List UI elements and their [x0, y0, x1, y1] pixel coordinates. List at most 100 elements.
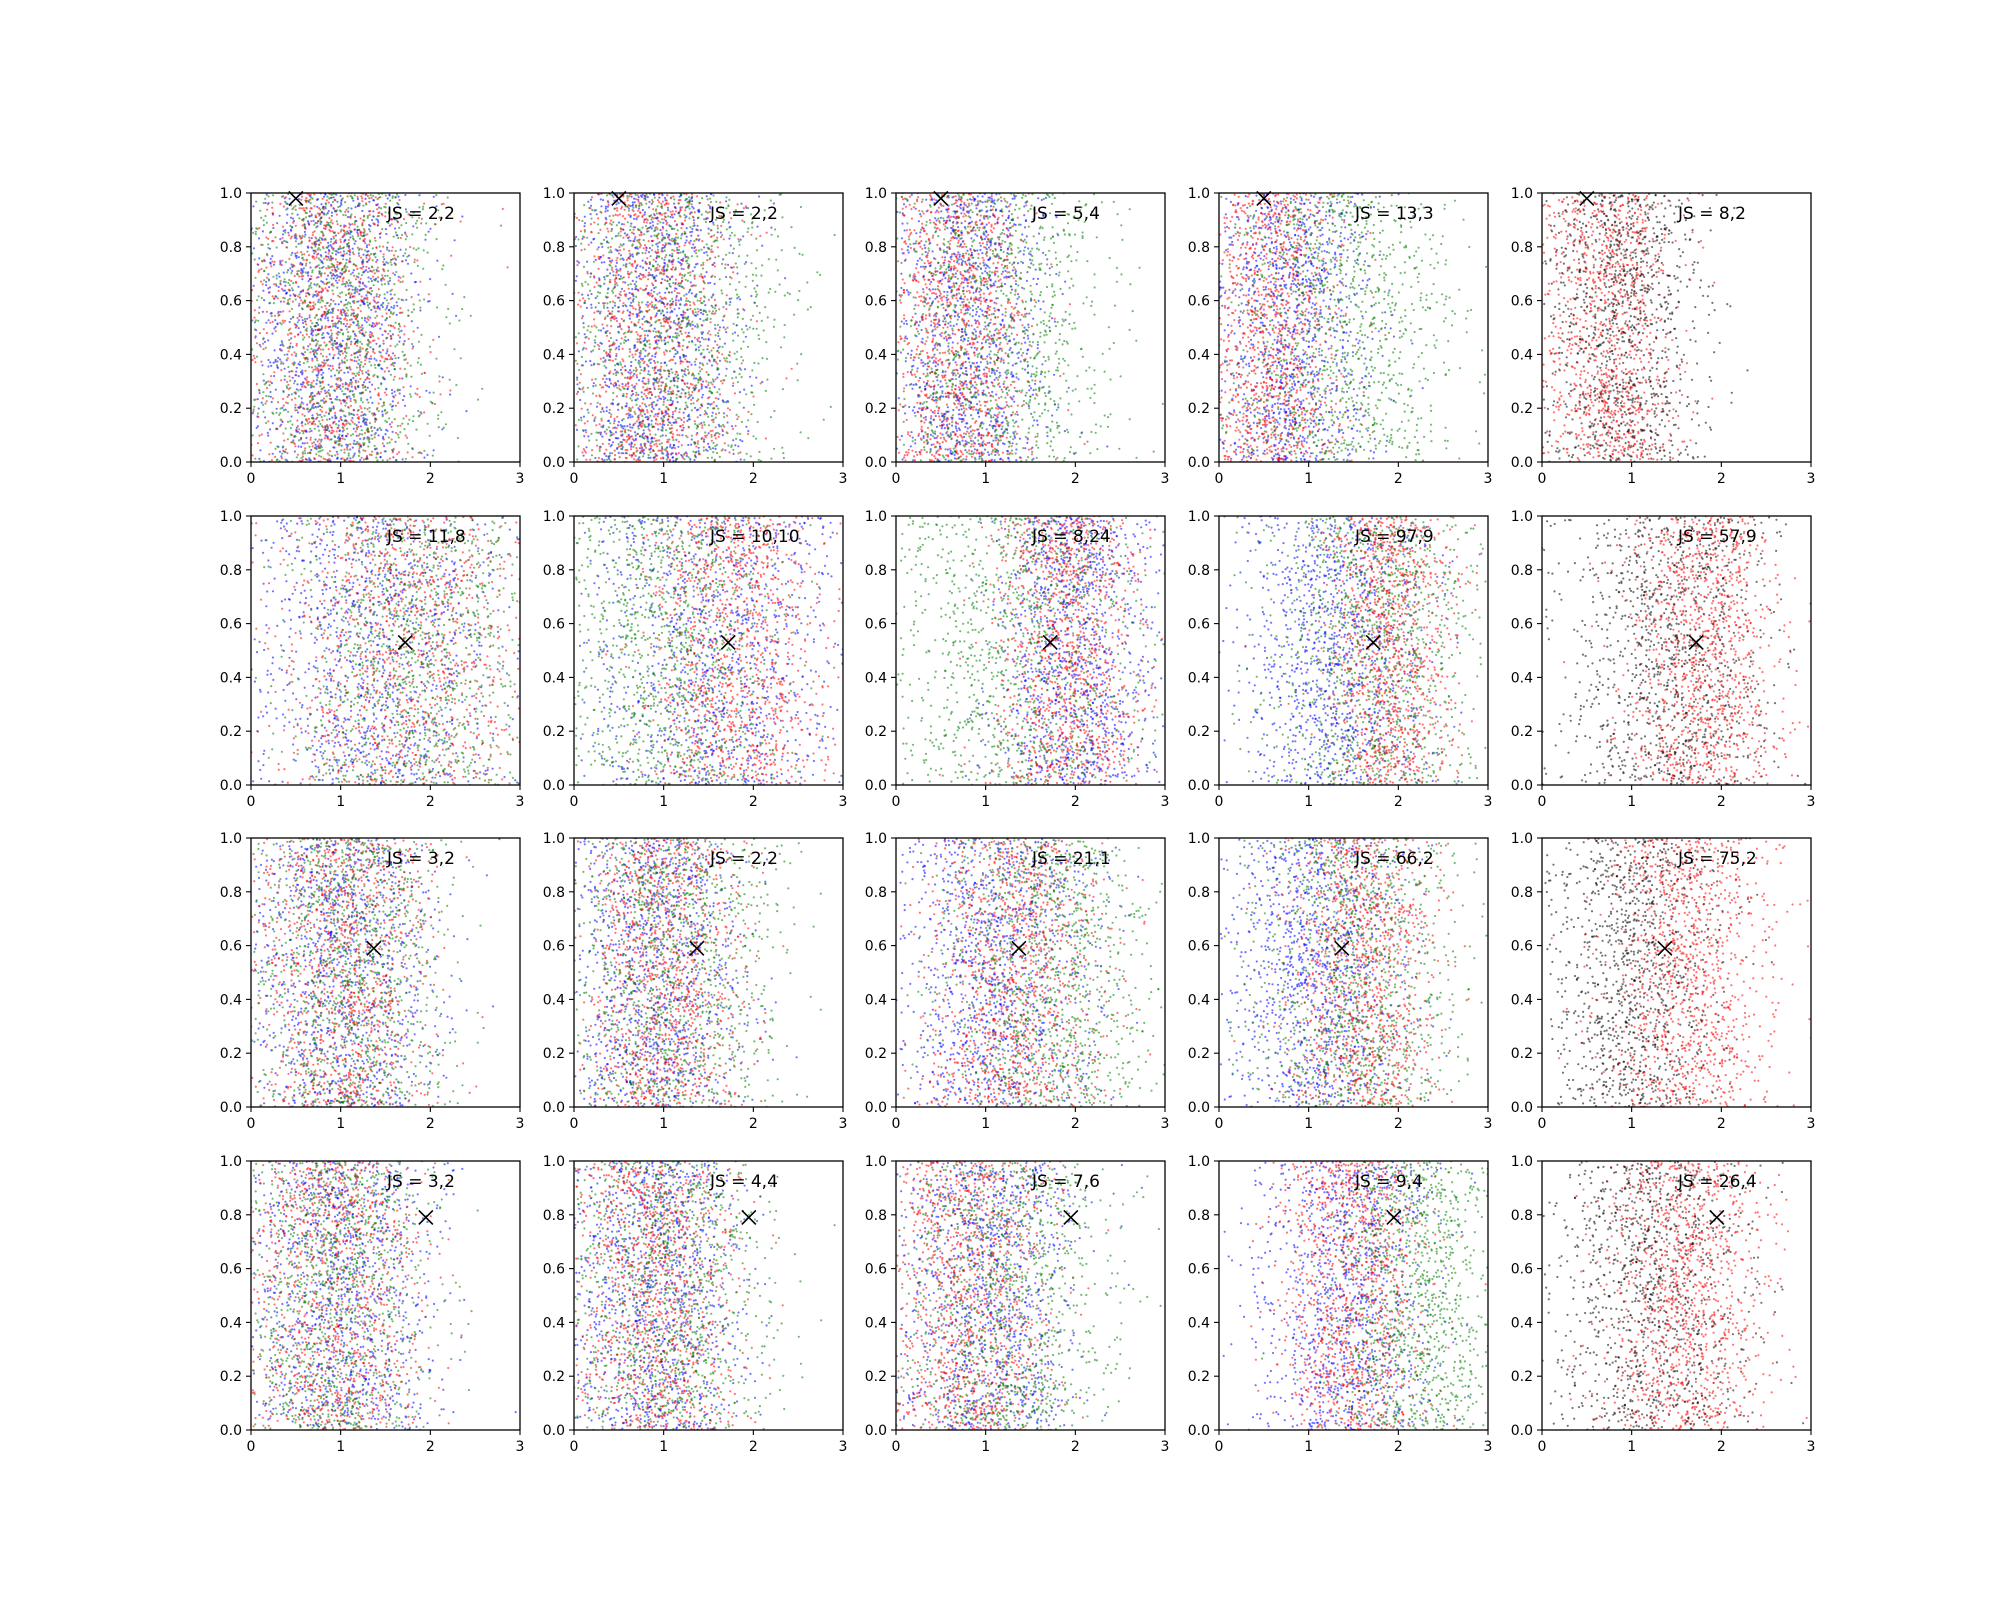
scatter-point — [349, 230, 351, 232]
scatter-point — [380, 207, 382, 209]
scatter-point — [365, 389, 367, 391]
scatter-point — [605, 455, 607, 457]
scatter-point — [368, 411, 370, 413]
scatter-point — [631, 416, 633, 418]
scatter-point — [266, 194, 268, 196]
scatter-point — [369, 230, 371, 232]
scatter-point — [390, 306, 392, 308]
scatter-point — [343, 229, 345, 231]
scatter-point — [652, 221, 654, 223]
scatter-point — [308, 237, 310, 239]
scatter-point — [320, 255, 322, 257]
scatter-point — [336, 201, 338, 203]
scatter-point — [334, 343, 336, 345]
scatter-point — [654, 297, 656, 299]
scatter-point — [666, 233, 668, 235]
scatter-point — [406, 256, 408, 258]
scatter-point — [295, 355, 297, 357]
scatter-point — [336, 266, 338, 268]
scatter-point — [395, 405, 397, 407]
scatter-point — [291, 441, 293, 443]
scatter-point — [300, 331, 302, 333]
scatter-point — [651, 282, 653, 284]
scatter-point — [369, 391, 371, 393]
scatter-point — [382, 340, 384, 342]
scatter-point — [715, 378, 717, 380]
scatter-point — [667, 237, 669, 239]
scatter-point — [320, 440, 322, 442]
scatter-point — [687, 444, 689, 446]
scatter-point — [675, 304, 677, 306]
scatter-point — [380, 456, 382, 458]
scatter-point — [391, 409, 393, 411]
scatter-point — [287, 269, 289, 271]
scatter-point — [388, 283, 390, 285]
scatter-point — [280, 344, 282, 346]
scatter-point — [309, 351, 311, 353]
scatter-point — [271, 315, 273, 317]
scatter-point — [270, 265, 272, 267]
scatter-point — [301, 430, 303, 432]
scatter-point — [358, 273, 360, 275]
scatter-point — [365, 266, 367, 268]
scatter-point — [622, 281, 624, 283]
scatter-point — [305, 207, 307, 209]
scatter-point — [329, 341, 331, 343]
scatter-point — [305, 216, 307, 218]
scatter-point — [342, 437, 344, 439]
scatter-point — [697, 440, 699, 442]
scatter-point — [695, 358, 697, 360]
scatter-point — [396, 234, 398, 236]
scatter-point — [270, 312, 272, 314]
scatter-point — [744, 368, 746, 370]
scatter-point — [334, 340, 336, 342]
scatter-point — [362, 259, 364, 261]
scatter-point — [332, 349, 334, 351]
scatter-point — [352, 377, 354, 379]
scatter-point — [411, 233, 413, 235]
scatter-point — [411, 320, 413, 322]
scatter-point — [360, 399, 362, 401]
scatter-point — [281, 453, 283, 455]
scatter-point — [299, 297, 301, 299]
scatter-point — [343, 372, 345, 374]
scatter-point — [634, 201, 636, 203]
scatter-point — [366, 429, 368, 431]
scatter-point — [441, 268, 443, 270]
scatter-point — [379, 245, 381, 247]
scatter-point — [311, 414, 313, 416]
scatter-point — [663, 339, 665, 341]
scatter-point — [661, 278, 663, 280]
scatter-point — [289, 321, 291, 323]
scatter-point — [607, 420, 609, 422]
scatter-point — [690, 281, 692, 283]
scatter-point — [673, 203, 675, 205]
scatter-point — [333, 447, 335, 449]
scatter-point — [648, 304, 650, 306]
scatter-point — [331, 283, 333, 285]
scatter-point — [284, 459, 286, 461]
scatter-point — [660, 312, 662, 314]
scatter-point — [575, 424, 577, 426]
scatter-point — [621, 366, 623, 368]
scatter-point — [327, 265, 329, 267]
scatter-point — [284, 379, 286, 381]
scatter-point — [666, 222, 668, 224]
scatter-point — [301, 386, 303, 388]
scatter-point — [356, 196, 358, 198]
scatter-point — [275, 283, 277, 285]
scatter-point — [418, 341, 420, 343]
scatter-point — [326, 224, 328, 226]
scatter-point — [605, 384, 607, 386]
scatter-point — [296, 383, 298, 385]
scatter-point — [610, 219, 612, 221]
scatter-point — [325, 362, 327, 364]
scatter-point — [683, 268, 685, 270]
scatter-point — [310, 220, 312, 222]
scatter-point — [349, 319, 351, 321]
scatter-point — [380, 250, 382, 252]
scatter-point — [313, 283, 315, 285]
scatter-point — [351, 223, 353, 225]
scatter-point — [637, 334, 639, 336]
scatter-point — [675, 299, 677, 301]
